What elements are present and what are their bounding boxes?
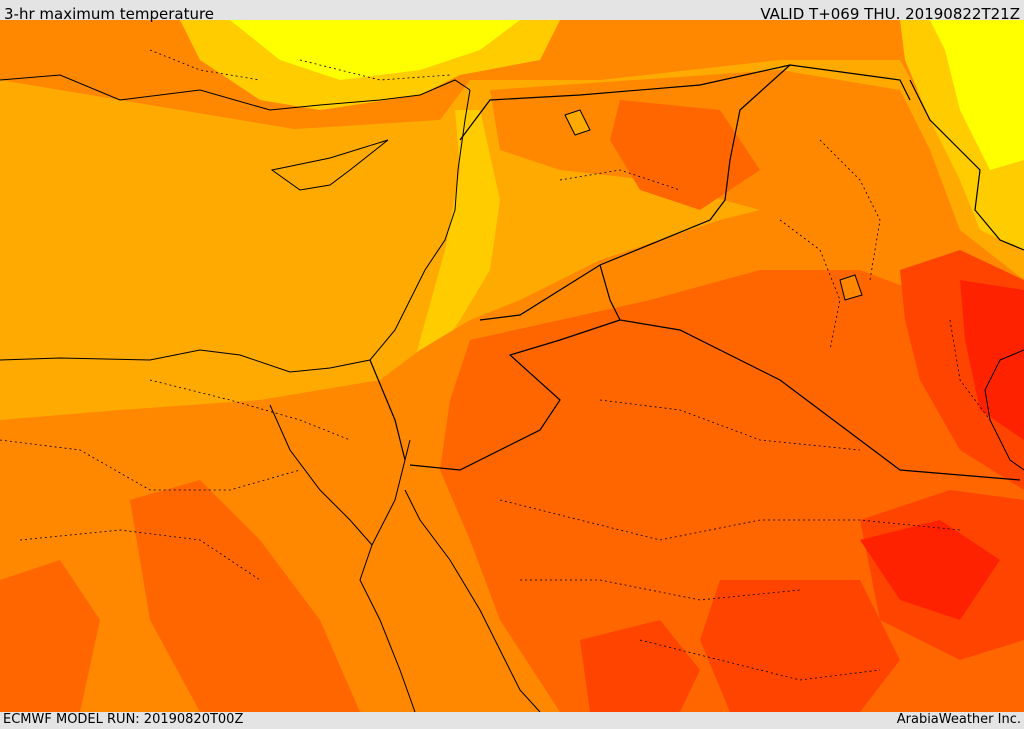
zone-mediterranean [0, 90, 470, 370]
sinai-coastline [269, 404, 411, 546]
model-run: ECMWF MODEL RUN: 20190820T00Z [3, 712, 244, 727]
zone-darkorange-syria [610, 100, 760, 210]
red-sea-east-coastline [404, 489, 541, 712]
credit-text: ArabiaWeather Inc. [896, 712, 1021, 727]
zone-darkorange-libya [0, 560, 100, 712]
zone-yellow-anatolia [230, 20, 520, 80]
red-sea-west-coastline [359, 544, 416, 712]
lake-outline [839, 274, 863, 301]
zone-red-arabia-east [860, 520, 1000, 620]
jordan-saudi-border [409, 319, 621, 471]
zone-yellow-zagros [930, 20, 1024, 170]
egypt-israel-border [369, 359, 406, 461]
levant-coastline [0, 89, 471, 373]
cyprus-outline [270, 139, 389, 191]
footer-bar [0, 712, 1024, 729]
gulf-coastline [984, 349, 1024, 471]
zone-red-kuwait [960, 280, 1024, 440]
map-title: 3-hr maximum temperature [4, 5, 215, 23]
syria-iraq-jordan-border [479, 64, 791, 321]
iraq-iran-border [909, 79, 1024, 251]
valid-time: VALID T+069 THU. 20190822T21Z [760, 5, 1020, 23]
header-bar [0, 0, 1024, 20]
lake-outline [564, 109, 591, 136]
zone-darkorange-egypt [130, 480, 360, 712]
turkey-syria-border [459, 64, 911, 141]
temperature-map [0, 20, 1024, 712]
zone-redorange-hejaz [580, 620, 700, 712]
anatolia-coastline [0, 74, 471, 111]
iraq-saudi-border [599, 264, 1021, 481]
zone-redorange-arabia-south [700, 580, 900, 712]
admin-boundaries [0, 49, 991, 681]
